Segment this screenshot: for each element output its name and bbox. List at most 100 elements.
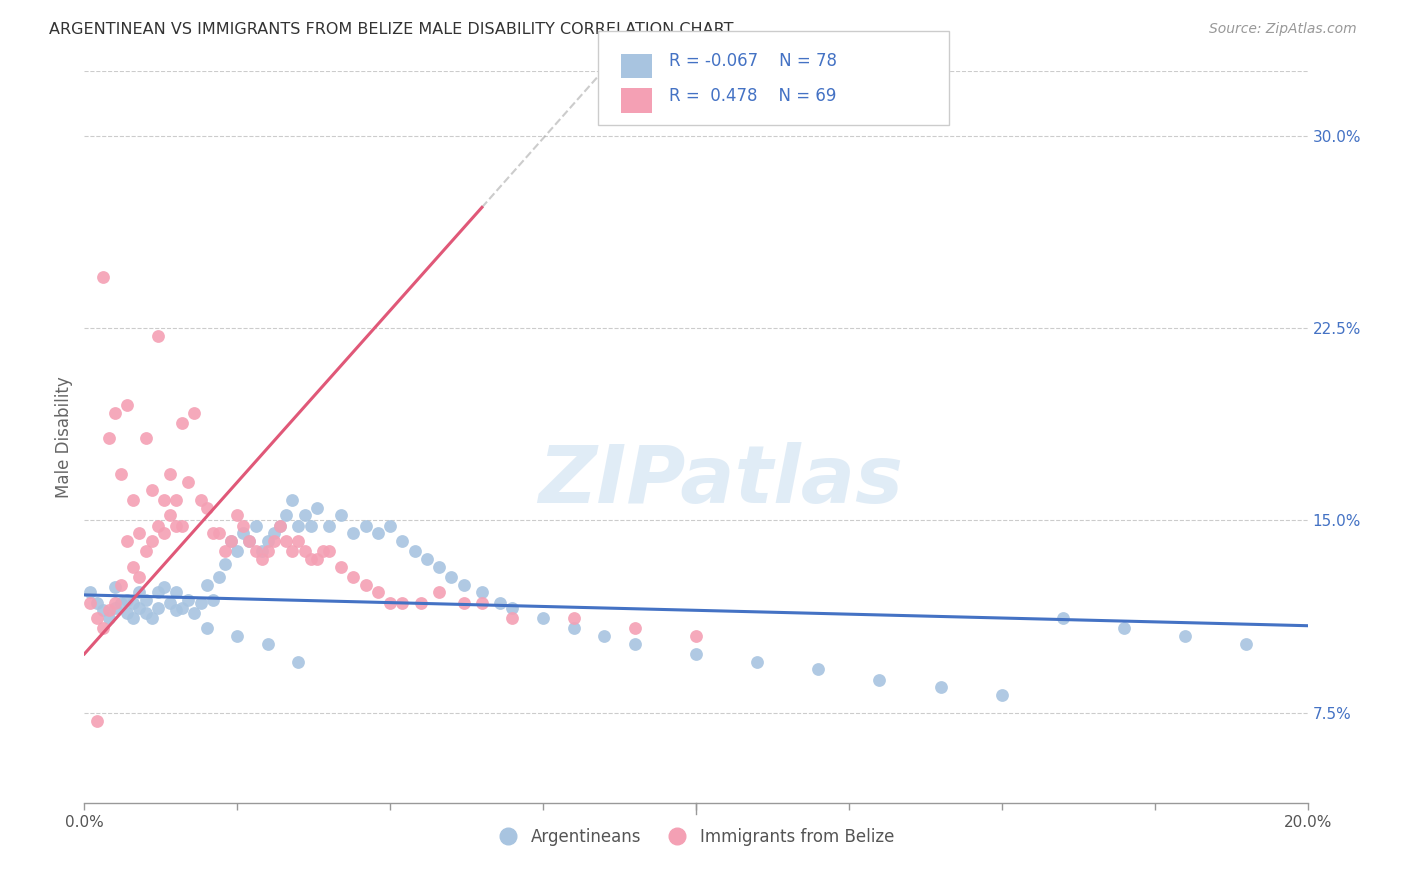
Point xyxy=(153,580,176,594)
Point xyxy=(294,544,316,558)
Text: R = -0.067    N = 78: R = -0.067 N = 78 xyxy=(669,52,837,70)
Point xyxy=(128,585,150,599)
Point xyxy=(531,611,554,625)
Text: R =  0.478    N = 69: R = 0.478 N = 69 xyxy=(669,87,837,105)
Point xyxy=(208,526,231,541)
Point xyxy=(165,585,187,599)
Point xyxy=(104,596,127,610)
Point xyxy=(165,518,187,533)
Point xyxy=(502,611,524,625)
Point xyxy=(471,596,494,610)
Point xyxy=(183,606,205,620)
Point xyxy=(201,526,224,541)
Point xyxy=(380,596,402,610)
Point xyxy=(305,500,328,515)
Point xyxy=(245,544,267,558)
Point xyxy=(330,559,353,574)
Point xyxy=(318,544,340,558)
Point xyxy=(226,544,249,558)
Point xyxy=(135,544,157,558)
Text: Source: ZipAtlas.com: Source: ZipAtlas.com xyxy=(1209,22,1357,37)
Point xyxy=(115,606,138,620)
Point xyxy=(1052,611,1074,625)
Point xyxy=(562,611,585,625)
Point xyxy=(409,596,432,610)
Point xyxy=(747,655,769,669)
Point xyxy=(122,596,145,610)
Point xyxy=(172,416,194,430)
Point xyxy=(165,603,187,617)
Point xyxy=(219,534,242,549)
Point xyxy=(110,577,132,591)
Point xyxy=(128,570,150,584)
Point xyxy=(135,431,157,445)
Point xyxy=(276,508,298,523)
Point xyxy=(172,518,194,533)
Point xyxy=(1236,637,1258,651)
Point xyxy=(146,585,169,599)
Point xyxy=(86,596,108,610)
Point xyxy=(294,508,316,523)
Point xyxy=(122,559,145,574)
Point xyxy=(1174,629,1197,643)
Point xyxy=(226,508,249,523)
Point xyxy=(257,637,280,651)
Point xyxy=(330,508,353,523)
Point xyxy=(104,600,127,615)
Point xyxy=(991,688,1014,702)
Point xyxy=(183,406,205,420)
Point xyxy=(141,611,163,625)
Point xyxy=(263,534,285,549)
Point xyxy=(86,611,108,625)
Point xyxy=(367,526,389,541)
Point xyxy=(141,483,163,497)
Point xyxy=(287,655,309,669)
Point xyxy=(214,557,236,571)
Point xyxy=(86,714,108,728)
Point xyxy=(195,577,218,591)
Point xyxy=(219,534,242,549)
Point xyxy=(238,534,260,549)
Point xyxy=(342,570,364,584)
Point xyxy=(238,534,260,549)
Y-axis label: Male Disability: Male Disability xyxy=(55,376,73,498)
Point xyxy=(929,681,952,695)
Point xyxy=(159,467,181,482)
Point xyxy=(232,526,254,541)
Point xyxy=(562,621,585,635)
Point xyxy=(416,552,439,566)
Point xyxy=(128,600,150,615)
Point xyxy=(257,534,280,549)
Point xyxy=(97,603,120,617)
Point xyxy=(128,526,150,541)
Point xyxy=(97,431,120,445)
Point xyxy=(165,492,187,507)
Point xyxy=(250,544,273,558)
Point xyxy=(257,544,280,558)
Point xyxy=(685,647,707,661)
Point xyxy=(453,596,475,610)
Point xyxy=(380,518,402,533)
Point xyxy=(685,629,707,643)
Text: ARGENTINEAN VS IMMIGRANTS FROM BELIZE MALE DISABILITY CORRELATION CHART: ARGENTINEAN VS IMMIGRANTS FROM BELIZE MA… xyxy=(49,22,734,37)
Point xyxy=(489,596,512,610)
Point xyxy=(104,580,127,594)
Point xyxy=(593,629,616,643)
Point xyxy=(312,544,335,558)
Point xyxy=(190,492,212,507)
Point xyxy=(263,526,285,541)
Point xyxy=(146,518,169,533)
Point xyxy=(287,518,309,533)
Point xyxy=(1114,621,1136,635)
Point xyxy=(281,492,304,507)
Point xyxy=(172,600,194,615)
Point xyxy=(404,544,426,558)
Point xyxy=(79,585,101,599)
Point xyxy=(214,544,236,558)
Point xyxy=(245,518,267,533)
Point xyxy=(79,596,101,610)
Point xyxy=(318,518,340,533)
Point xyxy=(354,518,377,533)
Point xyxy=(354,577,377,591)
Point xyxy=(807,662,830,676)
